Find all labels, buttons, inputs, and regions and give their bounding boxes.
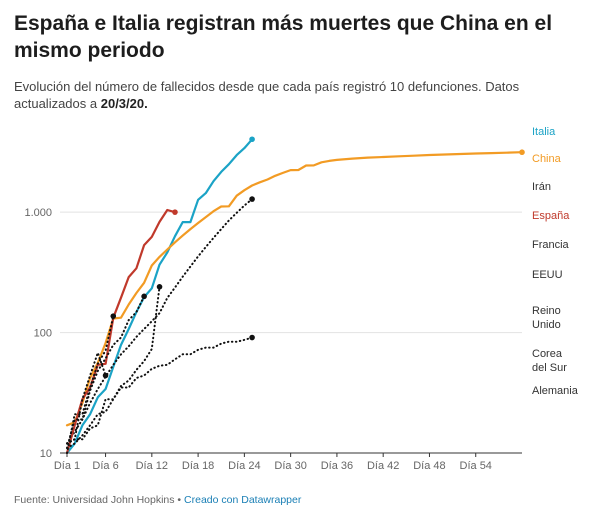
- series-line-francia: [66, 295, 146, 449]
- series-label-iran: Irán: [532, 181, 551, 193]
- x-tick-label: Día 1: [54, 460, 80, 472]
- x-tick-label: Día 6: [92, 460, 118, 472]
- series-label-espana: España: [532, 210, 570, 222]
- x-tick-label: Día 54: [460, 460, 492, 472]
- y-tick-label: 1.000: [24, 207, 52, 219]
- x-tick-label: Día 12: [136, 460, 168, 472]
- x-axis: Día 1 Día 6 Día 12 Día 18 Día 24 Día 30 Día 36…: [54, 453, 492, 472]
- series-labels: Italia China Irán España Francia EEUU Reino Uni…: [532, 126, 579, 397]
- series-end-point: [102, 372, 109, 379]
- chart-subtitle: Evolución del número de fallecidos desde…: [14, 78, 579, 112]
- series-lines: [65, 136, 525, 455]
- series-line-china: [65, 151, 524, 427]
- series-line-corea-del-sur: [66, 336, 254, 445]
- x-tick-label: Día 30: [274, 460, 306, 472]
- gridlines: [60, 211, 522, 454]
- series-end-point: [156, 284, 163, 290]
- series-line-reino-unido: [66, 315, 115, 454]
- x-tick-label: Día 42: [367, 460, 399, 472]
- series-end-point: [141, 293, 147, 300]
- footer: Fuente: Universidad John Hopkins • Cread…: [14, 494, 301, 506]
- series-line-espana: [65, 208, 177, 455]
- series-line-alemania: [66, 351, 107, 445]
- footer-separator: •: [174, 494, 185, 506]
- series-label-francia: Francia: [532, 239, 570, 251]
- credit-link[interactable]: Creado con Datawrapper: [184, 494, 302, 506]
- series-label-italia: Italia: [532, 126, 556, 138]
- x-tick-label: Día 24: [228, 460, 260, 472]
- series-label-china: China: [532, 153, 562, 165]
- y-tick-label: 100: [34, 328, 52, 340]
- subtitle-text: Evolución del número de fallecidos desde…: [14, 79, 520, 111]
- series-label-alemania: Alemania: [532, 385, 579, 397]
- series-end-point: [249, 334, 255, 341]
- series-end-point: [172, 209, 178, 215]
- series-end-point: [249, 196, 255, 202]
- x-tick-label: Día 18: [182, 460, 214, 472]
- x-tick-label: Día 36: [321, 460, 353, 472]
- chart-title: España e Italia registran más muertes qu…: [14, 12, 553, 62]
- series-line-italia: [65, 138, 254, 455]
- series-end-point: [110, 313, 117, 319]
- subtitle-date: 20/3/20.: [100, 96, 148, 111]
- series-label-corea-del-sur: Corea del Sur: [532, 348, 567, 374]
- series-end-point: [249, 136, 255, 143]
- y-axis-ticks: 10 100 1.000: [24, 207, 52, 460]
- series-line-iran: [66, 198, 254, 445]
- series-label-eeuu: EEUU: [532, 269, 563, 281]
- source-note: Fuente: Universidad John Hopkins: [14, 494, 175, 506]
- y-tick-label: 10: [40, 448, 52, 460]
- series-end-point: [519, 149, 525, 156]
- x-tick-label: Día 48: [413, 460, 445, 472]
- series-label-reino-unido: Reino Unido: [532, 305, 561, 331]
